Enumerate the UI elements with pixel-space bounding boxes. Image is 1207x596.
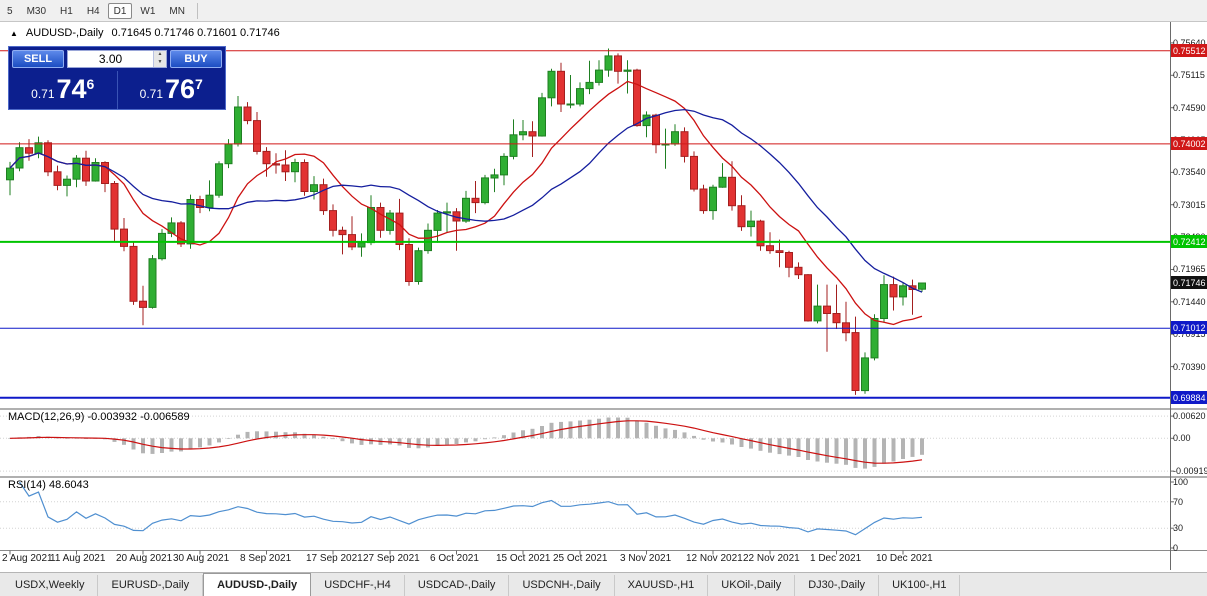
macd-indicator-label: MACD(12,26,9) -0.003932 -0.006589 (8, 411, 190, 423)
chart-title-row: ▲ AUDUSD-,Daily 0.71645 0.71746 0.71601 … (10, 27, 280, 39)
sell-price-pipette: 6 (86, 76, 95, 92)
buy-price-main: 76 (165, 74, 196, 104)
volume-spinner: ▲ ▼ (153, 51, 166, 67)
sell-price-prefix: 0.71 (31, 87, 55, 101)
chart-tab-usdx-weekly[interactable]: USDX,Weekly (2, 575, 99, 596)
timeframe-button-mn[interactable]: MN (169, 5, 185, 17)
sell-price-display[interactable]: 0.71 74 6 (9, 71, 118, 109)
collapse-trade-panel-icon[interactable]: ▲ (10, 28, 18, 38)
chart-tab-audusd-daily[interactable]: AUDUSD-,Daily (203, 573, 312, 596)
chart-background (0, 22, 1207, 572)
trade-controls-row: SELL 3.00 ▲ ▼ BUY (9, 47, 225, 71)
ma-20-line (9, 108, 923, 293)
chart-tabbar: USDX,Weekly EURUSD-,Daily AUDUSD-,Daily USD… (0, 572, 1207, 596)
buy-price-pipette: 7 (195, 76, 203, 92)
one-click-trade-panel: SELL 3.00 ▲ ▼ BUY 0.71 74 6 0.71 76 7 (8, 46, 226, 110)
volume-input[interactable]: 3.00 (98, 52, 123, 66)
volume-up-button[interactable]: ▲ (154, 51, 166, 59)
chart-tab-usdcnh-daily[interactable]: USDCNH-,Daily (509, 575, 615, 596)
rsi-line (19, 481, 923, 536)
chart-tab-dj30-daily[interactable]: DJ30-,Daily (795, 575, 880, 596)
timeframe-button-m30[interactable]: M30 (26, 5, 47, 17)
panel-separator-macd (0, 408, 1207, 410)
sell-button[interactable]: SELL (12, 50, 64, 68)
panel-separator-rsi (0, 476, 1207, 478)
sell-price-main: 74 (56, 74, 87, 104)
volume-control: 3.00 ▲ ▼ (67, 50, 167, 68)
toolbar-separator (196, 2, 198, 19)
chart-symbol-title: AUDUSD-,Daily (25, 27, 104, 39)
chart-tab-eurusd-daily[interactable]: EURUSD-,Daily (98, 575, 204, 596)
timeframe-button-5[interactable]: 5 (7, 5, 13, 17)
chart-tab-xauusd-h1[interactable]: XAUUSD-,H1 (615, 575, 709, 596)
volume-down-button[interactable]: ▼ (154, 59, 166, 67)
trade-price-row: 0.71 74 6 0.71 76 7 (9, 71, 225, 109)
buy-button[interactable]: BUY (170, 50, 222, 68)
buy-price-display[interactable]: 0.71 76 7 (118, 71, 226, 109)
chart-tab-usdcad-daily[interactable]: USDCAD-,Daily (405, 575, 510, 596)
buy-price-prefix: 0.71 (139, 87, 163, 101)
timeframe-button-w1[interactable]: W1 (140, 5, 156, 17)
chart-tab-ukoil-daily[interactable]: UKOil-,Daily (708, 575, 796, 596)
chart-tab-usdchf-h4[interactable]: USDCHF-,H4 (311, 575, 405, 596)
candlesticks (6, 48, 926, 395)
macd-signal-line (9, 420, 923, 464)
rsi-indicator-label: RSI(14) 48.6043 (8, 479, 89, 491)
chart-ohlc-values: 0.71645 0.71746 0.71601 0.71746 (111, 27, 280, 39)
ma-10-line (9, 80, 923, 326)
chart-tab-uk100-h1[interactable]: UK100-,H1 (879, 575, 961, 596)
timeframe-button-d1[interactable]: D1 (107, 2, 133, 19)
timeframe-button-h4[interactable]: H4 (86, 5, 100, 17)
timeframe-toolbar: 5 M30 H1 H4 D1 W1 MN (0, 0, 1207, 22)
timeframe-button-h1[interactable]: H1 (60, 5, 73, 17)
